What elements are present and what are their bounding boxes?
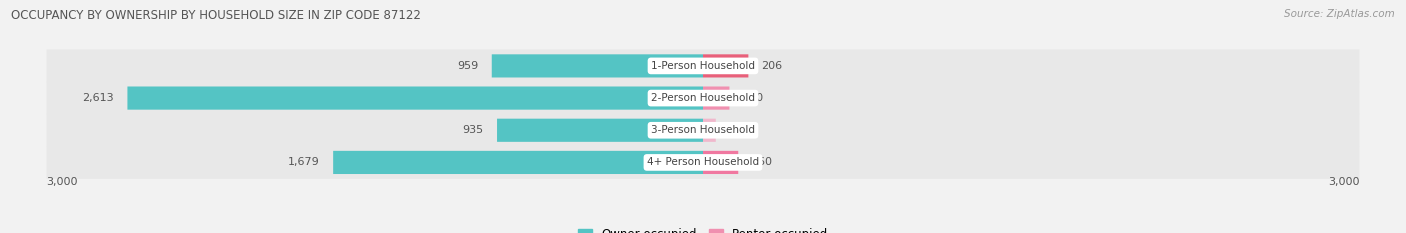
Text: Source: ZipAtlas.com: Source: ZipAtlas.com (1284, 9, 1395, 19)
Text: 206: 206 (762, 61, 783, 71)
Text: 2,613: 2,613 (83, 93, 114, 103)
FancyBboxPatch shape (492, 54, 703, 78)
FancyBboxPatch shape (333, 151, 703, 174)
Text: 3,000: 3,000 (46, 177, 79, 187)
Text: 935: 935 (463, 125, 484, 135)
FancyBboxPatch shape (703, 54, 748, 78)
Text: 4+ Person Household: 4+ Person Household (647, 158, 759, 168)
FancyBboxPatch shape (703, 86, 730, 110)
Legend: Owner-occupied, Renter-occupied: Owner-occupied, Renter-occupied (572, 224, 834, 233)
FancyBboxPatch shape (128, 86, 703, 110)
Text: 120: 120 (742, 93, 763, 103)
FancyBboxPatch shape (498, 119, 703, 142)
Text: 1-Person Household: 1-Person Household (651, 61, 755, 71)
FancyBboxPatch shape (46, 114, 1360, 147)
Text: 58: 58 (728, 125, 744, 135)
FancyBboxPatch shape (703, 119, 716, 142)
FancyBboxPatch shape (46, 49, 1360, 82)
Text: 3,000: 3,000 (1327, 177, 1360, 187)
Text: 2-Person Household: 2-Person Household (651, 93, 755, 103)
Text: 3-Person Household: 3-Person Household (651, 125, 755, 135)
Text: 1,679: 1,679 (288, 158, 321, 168)
Text: 959: 959 (457, 61, 478, 71)
Text: OCCUPANCY BY OWNERSHIP BY HOUSEHOLD SIZE IN ZIP CODE 87122: OCCUPANCY BY OWNERSHIP BY HOUSEHOLD SIZE… (11, 9, 422, 22)
FancyBboxPatch shape (703, 151, 738, 174)
FancyBboxPatch shape (46, 146, 1360, 179)
Text: 160: 160 (751, 158, 772, 168)
FancyBboxPatch shape (46, 82, 1360, 114)
